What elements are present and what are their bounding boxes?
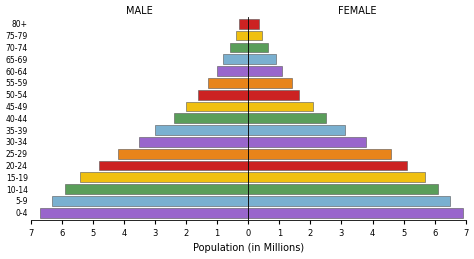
Bar [223, 54, 248, 64]
Bar [248, 208, 463, 218]
Text: MALE: MALE [126, 5, 153, 16]
Bar [40, 208, 248, 218]
Bar [229, 42, 248, 52]
Bar [173, 113, 248, 123]
Bar [208, 78, 248, 88]
Bar [248, 149, 391, 159]
Bar [248, 113, 326, 123]
Bar [248, 125, 345, 135]
Bar [199, 90, 248, 99]
Bar [248, 19, 259, 29]
Bar [248, 161, 407, 170]
Bar [186, 102, 248, 111]
Bar [155, 125, 248, 135]
Bar [52, 196, 248, 206]
Bar [139, 137, 248, 147]
Bar [248, 42, 268, 52]
Bar [80, 172, 248, 182]
Bar [236, 31, 248, 40]
Bar [248, 31, 262, 40]
Bar [248, 184, 438, 194]
Bar [217, 66, 248, 76]
Bar [118, 149, 248, 159]
Text: FEMALE: FEMALE [337, 5, 376, 16]
Bar [99, 161, 248, 170]
X-axis label: Population (in Millions): Population (in Millions) [192, 243, 304, 254]
Bar [248, 172, 425, 182]
Bar [248, 54, 276, 64]
Bar [239, 19, 248, 29]
Bar [65, 184, 248, 194]
Bar [248, 90, 300, 99]
Bar [248, 66, 283, 76]
Bar [248, 78, 292, 88]
Bar [248, 196, 450, 206]
Bar [248, 102, 313, 111]
Bar [248, 137, 366, 147]
